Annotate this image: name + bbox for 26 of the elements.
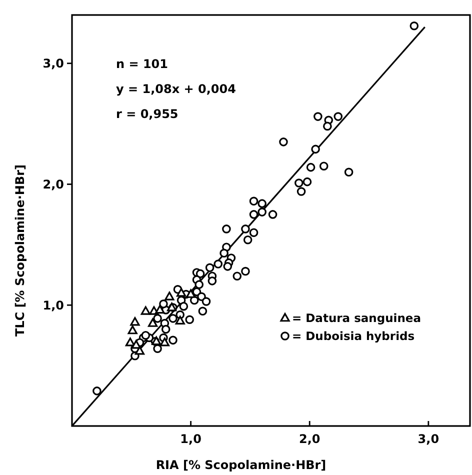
point [134,346,145,355]
point [175,316,185,325]
annotation: n = 101 [116,57,168,71]
point [128,326,138,334]
point [160,338,170,346]
y-tick-label: 3,0 [42,56,64,71]
y-tick-label: 2,0 [42,177,64,192]
point [176,288,186,297]
point [148,318,158,327]
annotation: r = 0,955 [116,107,178,121]
point [125,338,136,346]
x-tick-label: 3,0 [418,432,440,446]
point [164,292,174,300]
y-axis-title: TLC [% Scopolamine·HBr] [13,164,27,336]
point [186,289,196,298]
point [140,306,150,315]
x-tick-label: 1,0 [180,432,202,446]
x-axis-title: RIA [% Scopolamine·HBr] [156,458,326,472]
annotation: y = 1,08x + 0,004 [116,82,236,96]
point [131,340,141,349]
point [155,304,165,314]
legend-label: = Datura sanguinea [292,311,421,326]
point [130,317,140,326]
legend-label: = Duboisia hybrids [292,329,415,344]
x-tick-label: 2,0 [298,432,320,446]
y-tick-label: 1,0 [42,298,64,312]
